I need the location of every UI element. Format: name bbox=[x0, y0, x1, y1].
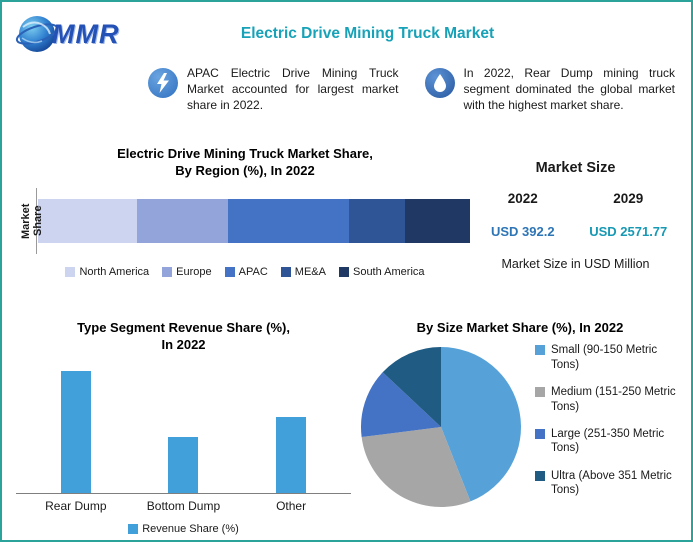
stacked-segment-europe bbox=[137, 198, 229, 243]
market-size-caption: Market Size in USD Million bbox=[501, 257, 650, 271]
type-chart-title: Type Segment Revenue Share (%), In 2022 bbox=[16, 320, 351, 354]
callout-rear-dump: In 2022, Rear Dump mining truck segment … bbox=[424, 66, 676, 144]
region-legend-label: South America bbox=[352, 265, 425, 278]
globe-icon bbox=[15, 16, 59, 52]
bar-bottom-dump bbox=[168, 436, 199, 493]
callout-apac-text: APAC Electric Drive Mining Truck Market … bbox=[187, 66, 399, 112]
pie-slice-large-251-350-metric-tons bbox=[360, 372, 441, 437]
market-size-col-2029: 2029 USD 2571.77 bbox=[576, 191, 682, 239]
water-drop-glyph bbox=[433, 74, 446, 92]
region-legend: North America Europe APAC ME&A South America bbox=[20, 266, 470, 278]
region-legend-swatch bbox=[65, 266, 76, 277]
market-size-year: 2022 bbox=[507, 191, 538, 206]
type-categories: Rear Dump Bottom Dump Other bbox=[16, 499, 351, 513]
stacked-segment-north-america bbox=[38, 198, 138, 243]
pie-legend-label: Large (251-350 Metric Tons) bbox=[551, 427, 665, 455]
region-legend-label: ME&A bbox=[294, 265, 326, 278]
pie-legend-swatch bbox=[535, 428, 545, 439]
region-plot: Market Share bbox=[20, 187, 470, 254]
region-legend-swatch bbox=[338, 266, 349, 277]
bar-other bbox=[276, 416, 307, 493]
pie-legend-label: Ultra (Above 351 Metric Tons) bbox=[551, 469, 672, 497]
pie-slice-small-90-150-metric-tons bbox=[441, 346, 521, 502]
region-stacked-bar bbox=[38, 198, 470, 243]
market-size-value: USD 392.2 bbox=[490, 224, 555, 239]
region-legend-item-europe: Europe bbox=[162, 265, 212, 278]
type-revenue-chart: Type Segment Revenue Share (%), In 2022 … bbox=[16, 320, 351, 535]
water-drop-icon bbox=[424, 68, 455, 98]
callout-row: APAC Electric Drive Mining Truck Market … bbox=[2, 60, 691, 144]
region-share-chart: Electric Drive Mining Truck Market Share… bbox=[20, 146, 470, 312]
region-chart-title-line1: Electric Drive Mining Truck Market Share… bbox=[117, 146, 373, 161]
pie-legend-label: Medium (151-250 Metric Tons) bbox=[551, 386, 676, 413]
region-y-axis-label: Market Share bbox=[20, 203, 44, 239]
size-pie bbox=[360, 346, 521, 507]
type-legend-label: Revenue Share (%) bbox=[142, 522, 239, 535]
type-legend: Revenue Share (%) bbox=[16, 523, 351, 535]
market-size-panel: Market Size 2022 USD 392.2 2029 USD 2571… bbox=[470, 146, 681, 312]
pie-legend-swatch bbox=[535, 387, 545, 398]
pie-legend-item-small-90-150-metric-tons: Small (90-150 Metric Tons) bbox=[535, 343, 683, 372]
region-legend-swatch bbox=[280, 266, 291, 277]
pie-legend-item-medium-151-250-metric-tons: Medium (151-250 Metric Tons) bbox=[535, 385, 683, 414]
market-size-col-2022: 2022 USD 392.2 bbox=[470, 191, 576, 239]
size-share-chart: By Size Market Share (%), In 2022 Small … bbox=[351, 320, 683, 535]
pie-legend: Small (90-150 Metric Tons) Medium (151-25… bbox=[535, 343, 683, 510]
region-legend-item-south-america: South America bbox=[338, 265, 425, 278]
type-chart-title-line1: Type Segment Revenue Share (%), bbox=[77, 320, 290, 335]
bottom-row: Type Segment Revenue Share (%), In 2022 … bbox=[2, 312, 691, 535]
bar-column-rear-dump bbox=[22, 366, 130, 493]
category-label-rear-dump: Rear Dump bbox=[45, 498, 107, 513]
stacked-segment-south-america bbox=[405, 198, 470, 243]
region-chart-title-line2: By Region (%), In 2022 bbox=[175, 162, 315, 178]
category-label-bottom-dump: Bottom Dump bbox=[146, 498, 221, 513]
pie-chart-title: By Size Market Share (%), In 2022 bbox=[416, 320, 624, 335]
lightning-icon bbox=[148, 68, 178, 98]
region-plot-area bbox=[36, 187, 470, 254]
lightning-glyph bbox=[157, 73, 169, 93]
pie-legend-swatch bbox=[535, 470, 545, 481]
pie-legend-swatch bbox=[535, 345, 545, 356]
stacked-segment-apac bbox=[228, 198, 350, 243]
mmr-logo: MMR bbox=[14, 11, 146, 57]
pie-legend-item-large-251-350-metric-tons: Large (251-350 Metric Tons) bbox=[535, 427, 683, 456]
middle-row: Electric Drive Mining Truck Market Share… bbox=[2, 144, 691, 312]
region-legend-item-me-a: ME&A bbox=[280, 265, 326, 278]
region-chart-title: Electric Drive Mining Truck Market Share… bbox=[20, 146, 470, 180]
pie-wrap: Small (90-150 Metric Tons) Medium (151-25… bbox=[357, 343, 683, 511]
bar-column-other bbox=[237, 366, 345, 493]
region-legend-item-north-america: North America bbox=[65, 266, 149, 278]
region-legend-label: Europe bbox=[176, 265, 212, 278]
callout-rear-dump-text: In 2022, Rear Dump mining truck segment … bbox=[463, 66, 676, 112]
type-chart-title-line2: In 2022 bbox=[161, 336, 206, 352]
bar-rear-dump bbox=[60, 370, 91, 493]
type-legend-item: Revenue Share (%) bbox=[128, 523, 239, 535]
pie-legend-item-ultra-above-351-metric-tons: Ultra (Above 351 Metric Tons) bbox=[535, 469, 683, 498]
region-legend-swatch bbox=[162, 266, 173, 277]
pie-legend-label: Small (90-150 Metric Tons) bbox=[551, 344, 658, 371]
category-label-other: Other bbox=[276, 498, 307, 513]
region-legend-label: APAC bbox=[238, 265, 268, 278]
callout-apac: APAC Electric Drive Mining Truck Market … bbox=[148, 66, 399, 144]
stacked-segment-me-a bbox=[349, 198, 406, 243]
market-size-columns: 2022 USD 392.2 2029 USD 2571.77 bbox=[470, 191, 681, 239]
market-size-value: USD 2571.77 bbox=[589, 224, 668, 239]
region-legend-label: North America bbox=[79, 265, 150, 278]
pie-slice-medium-151-250-metric-tons bbox=[361, 426, 471, 507]
type-plot bbox=[16, 366, 351, 494]
region-legend-item-apac: APAC bbox=[224, 265, 268, 278]
market-size-title: Market Size bbox=[535, 160, 616, 176]
page-title: Electric Drive Mining Truck Market bbox=[240, 25, 495, 42]
logo-text: MMR bbox=[52, 18, 120, 49]
type-legend-swatch bbox=[128, 523, 139, 534]
bar-column-bottom-dump bbox=[130, 366, 238, 493]
market-size-year: 2029 bbox=[613, 191, 644, 206]
header: MMR Electric Drive Mining Truck Market bbox=[2, 2, 691, 60]
pie-slice-ultra-above-351-metric-tons bbox=[382, 346, 441, 427]
region-legend-swatch bbox=[224, 266, 235, 277]
